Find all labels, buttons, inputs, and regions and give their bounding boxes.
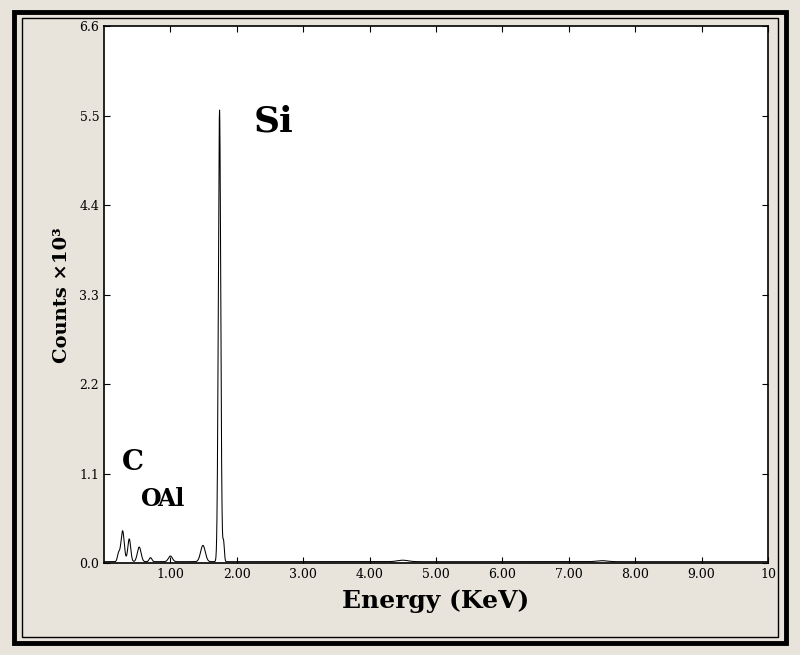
Text: O: O	[141, 487, 161, 512]
Text: Al: Al	[157, 487, 185, 512]
X-axis label: Energy (KeV): Energy (KeV)	[342, 590, 530, 614]
Text: C: C	[122, 449, 144, 476]
Y-axis label: Counts ×10³: Counts ×10³	[53, 227, 71, 363]
Text: Si: Si	[254, 105, 293, 139]
